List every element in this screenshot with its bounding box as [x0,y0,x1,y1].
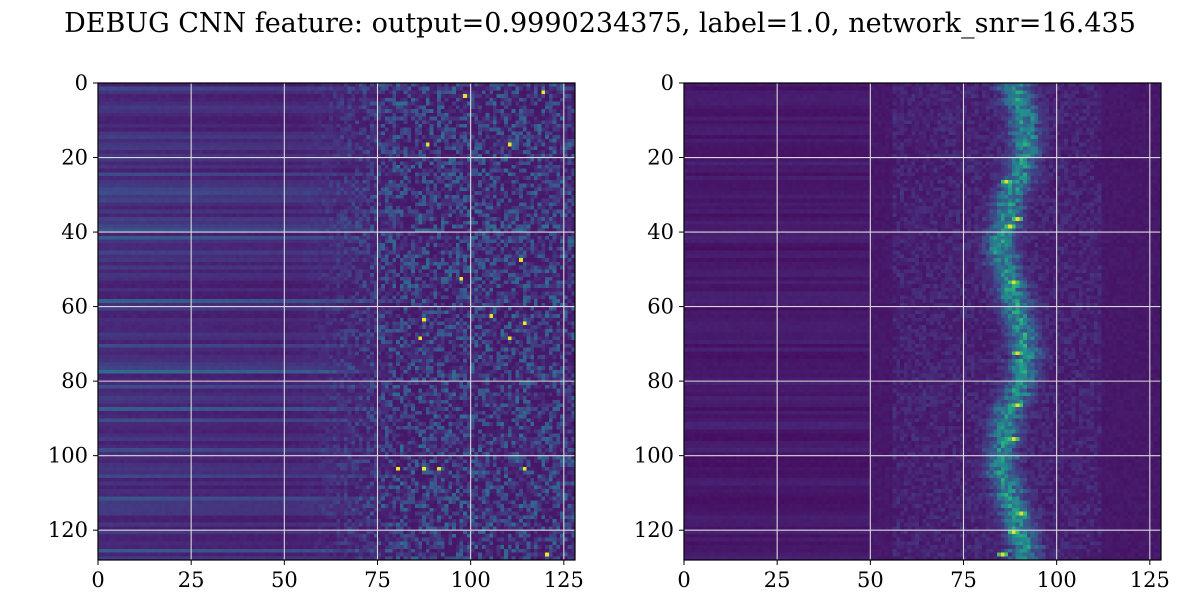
x-tick-label: 100 [451,568,491,592]
y-tick-label: 40 [61,220,88,244]
x-tick-label: 50 [857,568,884,592]
heatmap-left: 0 25 50 75 100 125 0 20 40 60 80 100 120 [48,71,584,592]
y-tick-label: 60 [647,295,674,319]
y-tick-label: 40 [647,220,674,244]
x-tick-label: 125 [1130,568,1170,592]
y-tick-label: 0 [661,71,674,95]
x-tick-label: 0 [91,568,104,592]
x-tick-label: 25 [764,568,791,592]
y-tick-label: 20 [647,146,674,170]
heatmap-cells [684,83,1161,560]
x-tick-label: 50 [271,568,298,592]
x-tick-label: 0 [677,568,690,592]
y-tick-label: 80 [647,369,674,393]
heatmap-cells [98,83,575,560]
heatmap-right: 0 25 50 75 100 125 0 20 40 60 80 100 120 [634,71,1170,592]
x-tick-label: 25 [178,568,205,592]
y-tick-label: 100 [634,444,674,468]
figure-title: DEBUG CNN feature: output=0.9990234375, … [64,8,1136,39]
y-tick-label: 80 [61,369,88,393]
x-tick-label: 75 [364,568,391,592]
y-tick-label: 0 [75,71,88,95]
x-tick-label: 100 [1037,568,1077,592]
y-tick-label: 60 [61,295,88,319]
axes-frame [683,82,1162,561]
y-tick-label: 100 [48,444,88,468]
y-tick-label: 120 [634,518,674,542]
x-tick-label: 125 [544,568,584,592]
y-tick-label: 20 [61,146,88,170]
x-tick-label: 75 [950,568,977,592]
y-tick-label: 120 [48,518,88,542]
axes-frame [97,82,576,561]
